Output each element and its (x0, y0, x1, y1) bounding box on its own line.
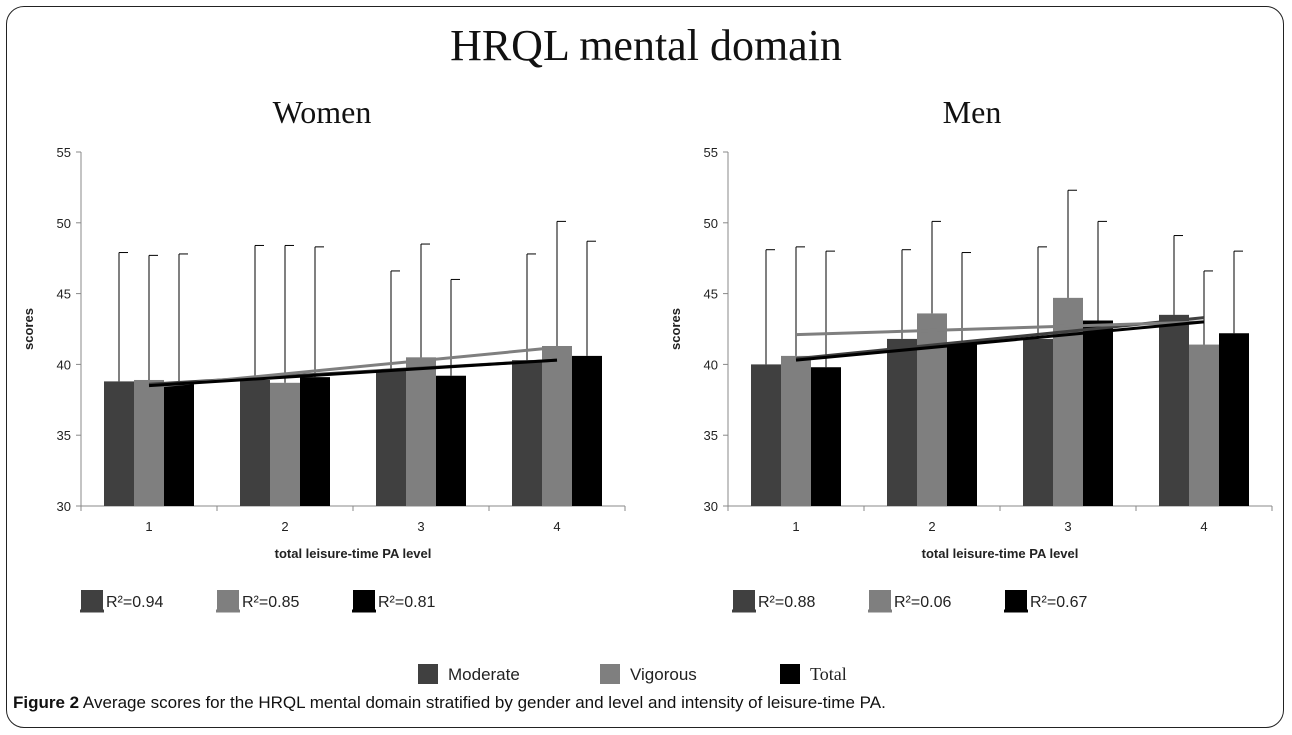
y-tick-label: 45 (704, 287, 718, 302)
y-tick-label: 55 (57, 145, 71, 160)
y-axis-label: scores (21, 308, 36, 350)
x-tick-label: 3 (1064, 519, 1071, 534)
bar-total-1 (811, 367, 841, 506)
bar-moderate-2 (887, 338, 917, 506)
r2-swatch-moderate (733, 590, 755, 612)
bar-vigorous-2 (917, 313, 947, 506)
legend-label-moderate: Moderate (448, 665, 520, 684)
legend-swatch-moderate (418, 664, 438, 684)
x-tick-label: 1 (145, 519, 152, 534)
legend-label-total: Total (810, 664, 847, 684)
legend-swatch-total (780, 664, 800, 684)
figure-caption: Figure 2 Average scores for the HRQL men… (13, 693, 886, 713)
r2-swatch-total (353, 590, 375, 612)
bar-total-2 (300, 377, 330, 506)
y-tick-label: 35 (57, 428, 71, 443)
caption-label: Figure 2 (13, 693, 80, 712)
bar-moderate-4 (512, 360, 542, 506)
legend-swatch-vigorous (600, 664, 620, 684)
women-chart: 30 35 40 45 50 55 1 2 3 4 total leisure-time PA le… (21, 145, 626, 613)
y-tick-label: 35 (704, 428, 718, 443)
bar-vigorous-1 (134, 379, 164, 506)
bar-vigorous-4 (542, 345, 572, 506)
r2-swatch-total (1005, 590, 1027, 612)
y-tick-label: 55 (704, 145, 718, 160)
legend-label-vigorous: Vigorous (630, 665, 697, 684)
bar-total-1 (164, 382, 194, 506)
trendline-total (148, 358, 558, 388)
y-tick-label: 50 (704, 216, 718, 231)
x-tick-label: 3 (417, 519, 424, 534)
r2-label-total: R²=0.67 (1030, 594, 1087, 611)
men-chart-title: Men (942, 94, 1002, 130)
women-chart-title: Women (272, 94, 372, 130)
y-tick-label: 50 (57, 216, 71, 231)
bar-vigorous-1 (781, 355, 811, 506)
r2-label-vigorous: R²=0.06 (894, 594, 951, 611)
y-tick-label: 40 (704, 357, 718, 372)
x-tick-label: 2 (928, 519, 935, 534)
x-tick-label: 4 (553, 519, 560, 534)
y-axis-label: scores (668, 308, 683, 350)
y-tick-label: 30 (704, 499, 718, 514)
y-tick-label: 40 (57, 357, 71, 372)
bar-moderate-2 (240, 379, 270, 506)
y-tick-label: 30 (57, 499, 71, 514)
r2-label-moderate: R²=0.88 (758, 594, 815, 611)
r2-label-moderate: R²=0.94 (106, 594, 163, 611)
men-chart: 30 35 40 45 50 55 1 2 3 4 total leisure-time PA le… (668, 145, 1273, 613)
x-axis-label: total leisure-time PA level (922, 546, 1079, 561)
bar-vigorous-3 (406, 357, 436, 506)
r2-label-total: R²=0.81 (378, 594, 435, 611)
bar-total-2 (947, 343, 977, 506)
bar-vigorous-4 (1189, 344, 1219, 506)
bar-total-3 (1083, 320, 1113, 506)
bar-moderate-1 (751, 364, 781, 506)
bar-total-4 (1219, 333, 1249, 506)
charts-canvas: 30 35 40 45 50 55 1 2 3 4 total leisure-time PA le… (21, 145, 1273, 684)
r2-label-vigorous: R²=0.85 (242, 594, 299, 611)
trendline-vigorous (795, 320, 1205, 337)
figure-title: HRQL mental domain (450, 21, 842, 70)
x-tick-label: 2 (281, 519, 288, 534)
r2-swatch-moderate (81, 590, 103, 612)
figure-frame (6, 6, 1284, 728)
bar-total-4 (572, 355, 602, 506)
bar-moderate-3 (376, 370, 406, 506)
x-tick-label: 4 (1200, 519, 1207, 534)
legend: Moderate Vigorous Total (418, 664, 847, 684)
x-axis-label: total leisure-time PA level (275, 546, 432, 561)
bar-moderate-3 (1023, 338, 1053, 506)
r2-swatch-vigorous (869, 590, 891, 612)
y-tick-label: 45 (57, 287, 71, 302)
bar-total-3 (436, 375, 466, 506)
trendline-total (795, 320, 1205, 362)
x-tick-label: 1 (792, 519, 799, 534)
caption-text: Average scores for the HRQL mental domai… (82, 693, 886, 712)
bar-vigorous-2 (270, 382, 300, 506)
bar-moderate-4 (1159, 314, 1189, 506)
r2-swatch-vigorous (217, 590, 239, 612)
bar-moderate-1 (104, 381, 134, 506)
